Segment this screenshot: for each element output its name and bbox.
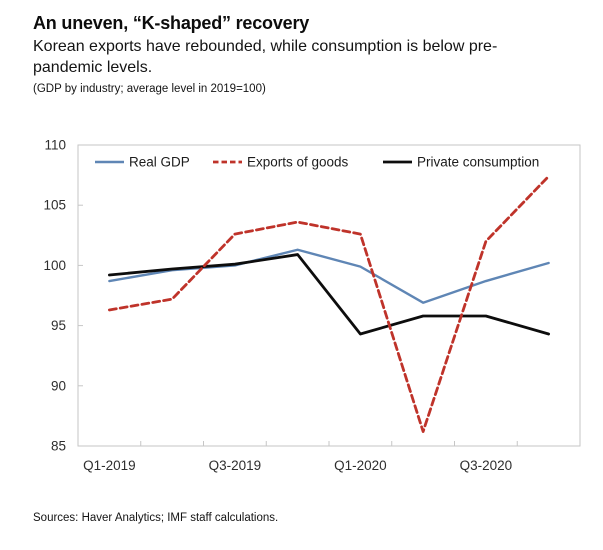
y-axis-label: 90: [51, 378, 66, 393]
series-line-private-consumption: [107, 253, 551, 336]
chart-subtitle: Korean exports have rebounded, while con…: [33, 38, 498, 76]
legend-label-exports-of-goods: Exports of goods: [247, 155, 349, 170]
chart-unit-note: (GDP by industry; average level in 2019=…: [33, 83, 266, 95]
line-chart: 85 90 95 100 105 110 Q1-2019 Q3-2019 Q1-2020 Q3-2…: [0, 96, 603, 486]
figure-panel: An uneven, “K-shaped” recovery Korean ex…: [0, 0, 603, 524]
y-axis-label: 100: [43, 258, 66, 273]
x-axis-label: Q3-2020: [460, 458, 513, 473]
y-axis-label: 95: [51, 318, 66, 333]
x-axis-label: Q1-2020: [334, 458, 387, 473]
x-axis-label: Q1-2019: [83, 458, 136, 473]
series-line-exports-of-goods: [107, 174, 551, 433]
y-axis-label: 110: [44, 138, 66, 153]
x-axis-label: Q3-2019: [209, 458, 262, 473]
y-axis-label: 105: [43, 198, 66, 213]
sources-note: Sources: Haver Analytics; IMF staff calc…: [33, 512, 279, 524]
chart-title: An uneven, “K-shaped” recovery: [33, 13, 310, 33]
line-chart-canvas: 85 90 95 100 105 110 Q1-2019 Q3-2019 Q1-2020 Q3-2…: [43, 138, 581, 473]
legend-label-private-consumption: Private consumption: [417, 155, 539, 170]
legend-label-real-gdp: Real GDP: [129, 155, 190, 170]
y-axis-label: 85: [51, 439, 66, 454]
figure-header: An uneven, “K-shaped” recovery Korean ex…: [0, 0, 603, 96]
